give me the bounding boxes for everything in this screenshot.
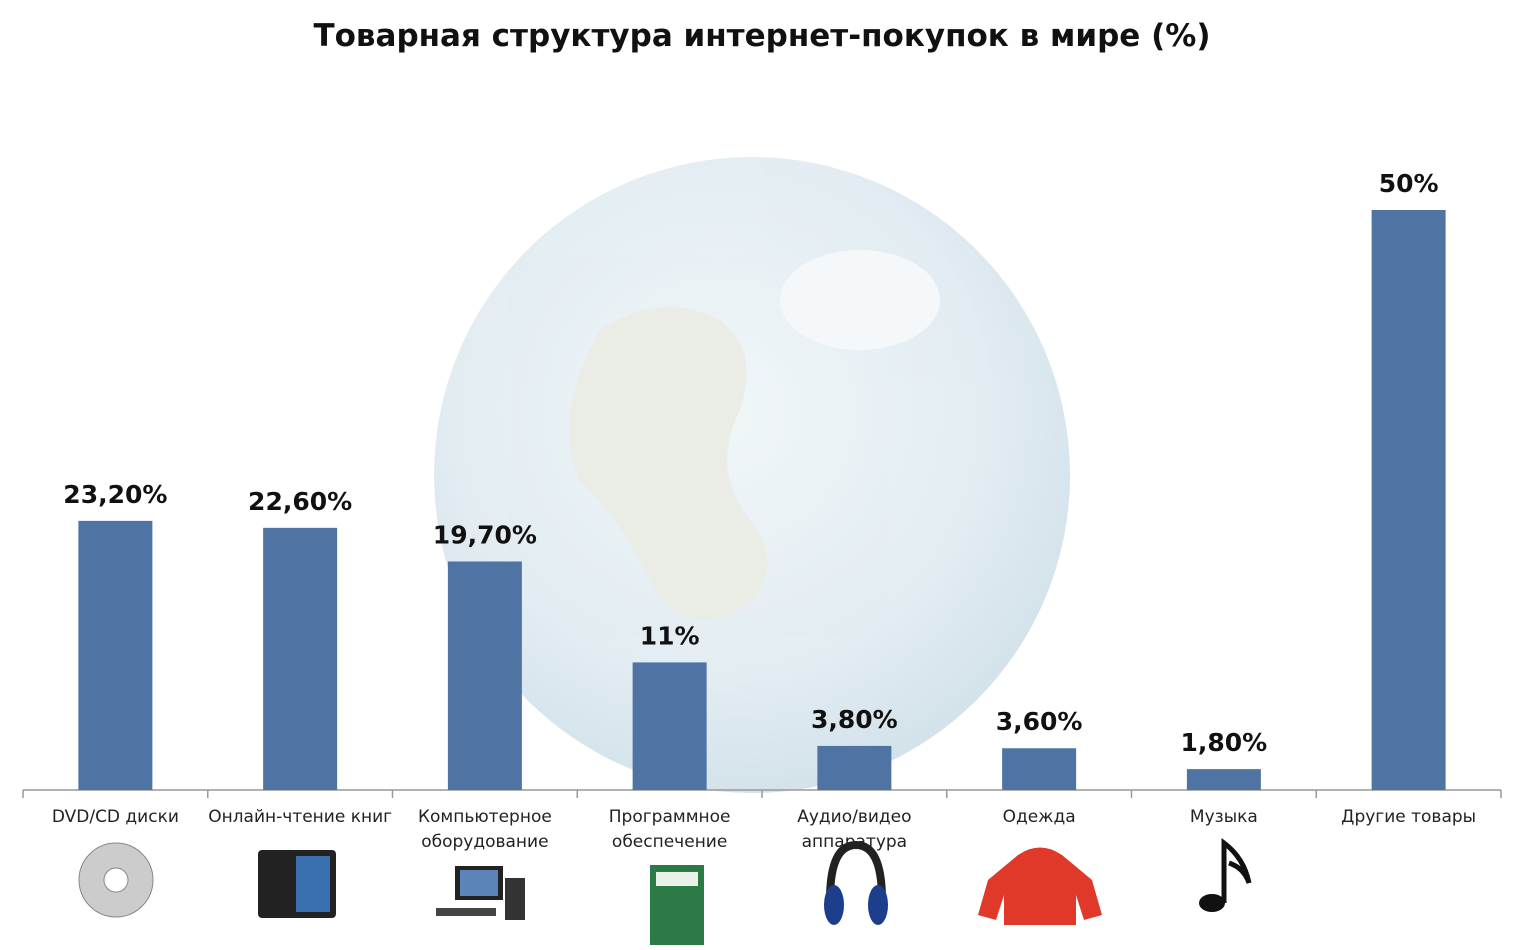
- x-tick-label: Другие товары: [1341, 807, 1477, 827]
- value-label: 11%: [640, 621, 700, 650]
- value-label: 50%: [1379, 169, 1439, 198]
- icon-tablet: [258, 850, 336, 918]
- bar: [78, 520, 153, 790]
- x-tick-label: Музыка: [1189, 807, 1258, 827]
- icon-note: [1199, 837, 1252, 912]
- bar: [817, 745, 892, 790]
- icon-jacket: [978, 847, 1102, 925]
- icon-software-box: [650, 865, 704, 945]
- icon-headphones: [824, 840, 888, 925]
- x-tick-label: Онлайн-чтение книг: [208, 807, 393, 827]
- value-label: 3,60%: [996, 707, 1083, 736]
- bar: [1186, 769, 1261, 790]
- chart-title: Товарная структура интернет-покупок в ми…: [313, 18, 1211, 54]
- bar: [632, 662, 707, 790]
- value-label: 22,60%: [248, 487, 352, 516]
- x-tick-label: Компьютерное оборудование: [417, 807, 552, 852]
- value-label: 1,80%: [1181, 728, 1268, 757]
- icon-computer: [436, 866, 525, 920]
- x-tick-label: Программное обеспечение: [608, 807, 731, 852]
- x-tick-label: DVD/CD диски: [51, 807, 179, 827]
- value-label: 23,20%: [63, 480, 167, 509]
- bar: [263, 527, 338, 790]
- bar: [447, 561, 522, 790]
- value-label: 19,70%: [433, 520, 537, 549]
- value-label: 3,80%: [811, 705, 898, 734]
- bar: [1371, 210, 1446, 790]
- x-tick-label: Одежда: [1002, 807, 1076, 827]
- bar: [1002, 748, 1077, 790]
- globe-background: [434, 157, 1070, 793]
- x-tick-label: Аудио/видео аппаратура: [797, 807, 912, 852]
- icon-cd: [78, 842, 154, 918]
